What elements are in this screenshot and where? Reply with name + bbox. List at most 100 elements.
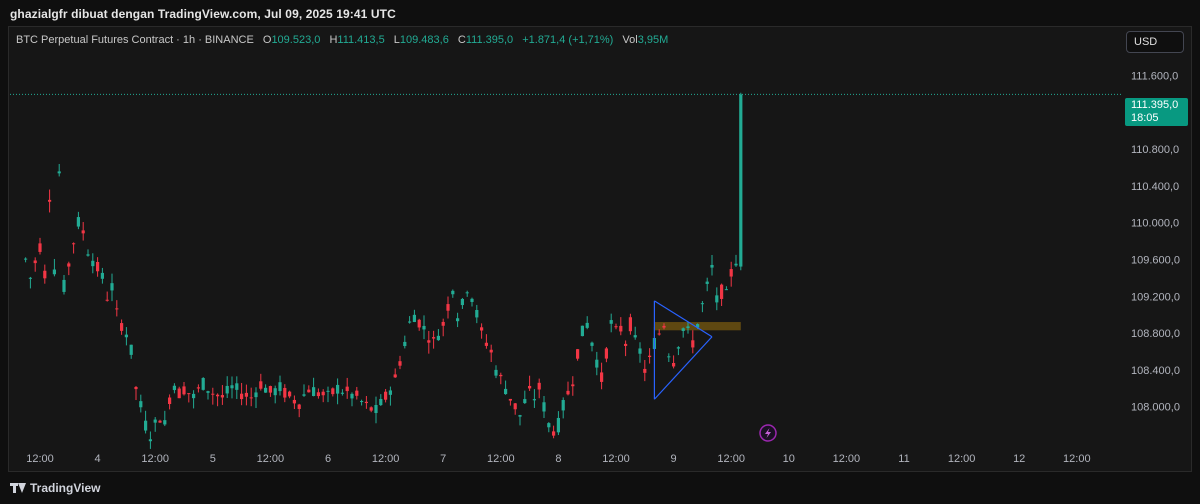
candle-body [110, 283, 114, 291]
candle-body [700, 303, 704, 305]
candle-body [139, 401, 143, 408]
candle-body [288, 391, 292, 397]
candle-body [686, 326, 690, 329]
candle-body [144, 420, 148, 431]
x-tick-label: 5 [210, 453, 216, 465]
x-tick-label: 12:00 [833, 453, 861, 465]
currency-button[interactable]: USD [1126, 31, 1184, 53]
candle-body [384, 391, 388, 400]
candle-body [316, 392, 320, 397]
candle-body [100, 272, 104, 279]
x-tick-label: 12:00 [1063, 453, 1091, 465]
candle-body [201, 378, 205, 390]
candle-body [393, 374, 397, 378]
candle-body [513, 403, 517, 410]
volume-value: 3,95M [637, 34, 669, 46]
candle-body [86, 254, 90, 256]
x-axis[interactable]: 12:00 4 12:00 5 12:00 6 12:00 7 12:00 8 12:00 9 12:0… [26, 453, 1090, 465]
triangle-upper-line[interactable] [654, 300, 713, 338]
candle-body [264, 387, 268, 393]
candle-body [211, 393, 215, 395]
candle-body [508, 398, 512, 401]
candle-body [168, 397, 172, 405]
candle-body [379, 398, 383, 406]
candle-body [249, 397, 253, 399]
candle-body [609, 320, 613, 324]
candle-body [470, 298, 474, 302]
tradingview-logo-icon [10, 483, 26, 493]
candle-body [360, 401, 364, 403]
candle-body [292, 399, 296, 404]
candle-body [153, 419, 157, 423]
candle-body [364, 401, 368, 404]
x-tick-label: 12:00 [372, 453, 400, 465]
chart-frame[interactable] [8, 26, 1192, 472]
candle-body [254, 392, 258, 398]
candle-body [331, 388, 335, 395]
candle-body [24, 258, 28, 260]
candle-body [196, 387, 200, 389]
candle-body [672, 362, 676, 367]
candle-body [124, 334, 128, 338]
candle-body [532, 399, 536, 401]
candle-body [148, 439, 152, 442]
x-tick-label: 12:00 [717, 453, 745, 465]
candle-body [48, 199, 52, 202]
candle-body [628, 317, 632, 332]
x-tick-label: 12 [1013, 453, 1025, 465]
candle-body [91, 260, 95, 267]
candle-body [556, 417, 560, 433]
candle-body [115, 308, 119, 310]
triangle-lower-line[interactable] [653, 336, 713, 400]
candle-body [441, 321, 445, 326]
candle-body [43, 270, 47, 279]
x-tick-label: 12:00 [257, 453, 285, 465]
y-axis[interactable]: 111.600,0 110.800,0 110.400,0 110.000,0 109.… [1131, 71, 1180, 414]
candle-body [259, 381, 263, 389]
candle-body [537, 382, 541, 390]
candle-body [523, 399, 527, 404]
candle-body [624, 343, 628, 346]
volume-label: Vol [622, 34, 638, 46]
low-value: 109.483,6 [399, 34, 449, 46]
close-value: 111.395,0 [465, 34, 514, 46]
x-tick-label: 12:00 [948, 453, 976, 465]
candle-body [571, 384, 575, 387]
candle-body [566, 390, 570, 395]
candle-body [729, 269, 733, 277]
lightning-icon[interactable] [759, 424, 777, 442]
candle-body [715, 295, 719, 303]
footer-bar [0, 474, 1200, 504]
candle-body [235, 383, 239, 390]
candle-body [307, 389, 311, 393]
x-tick-label: 12:00 [487, 453, 515, 465]
candle-body [720, 284, 724, 299]
candle-body [739, 94, 743, 267]
candle-body [273, 388, 277, 396]
candle-body [96, 261, 100, 272]
candle-body [518, 415, 522, 417]
candle-body [67, 263, 71, 267]
candle-body [643, 368, 647, 373]
tradingview-logo[interactable]: TradingView [10, 481, 100, 495]
candle-body [192, 393, 196, 399]
candle-body [278, 382, 282, 392]
candle-body [369, 407, 373, 411]
candle-body [182, 386, 186, 395]
candle-body [499, 374, 503, 377]
candle-body [638, 348, 642, 354]
x-tick-label: 6 [325, 453, 331, 465]
candle-body [345, 386, 349, 392]
symbol-title[interactable]: BTC Perpetual Futures Contract · 1h · BI… [16, 34, 254, 46]
y-tick-label: 111.600,0 [1131, 71, 1178, 83]
candle-body [552, 431, 556, 436]
candle-body [350, 393, 354, 399]
candle-body [225, 385, 229, 394]
candle-body [336, 384, 340, 394]
candle-body [590, 342, 594, 346]
y-tick-label: 110.000,0 [1131, 218, 1179, 230]
triangle-pattern[interactable] [653, 300, 713, 400]
candle-body [297, 404, 301, 409]
candle-body [408, 321, 412, 323]
